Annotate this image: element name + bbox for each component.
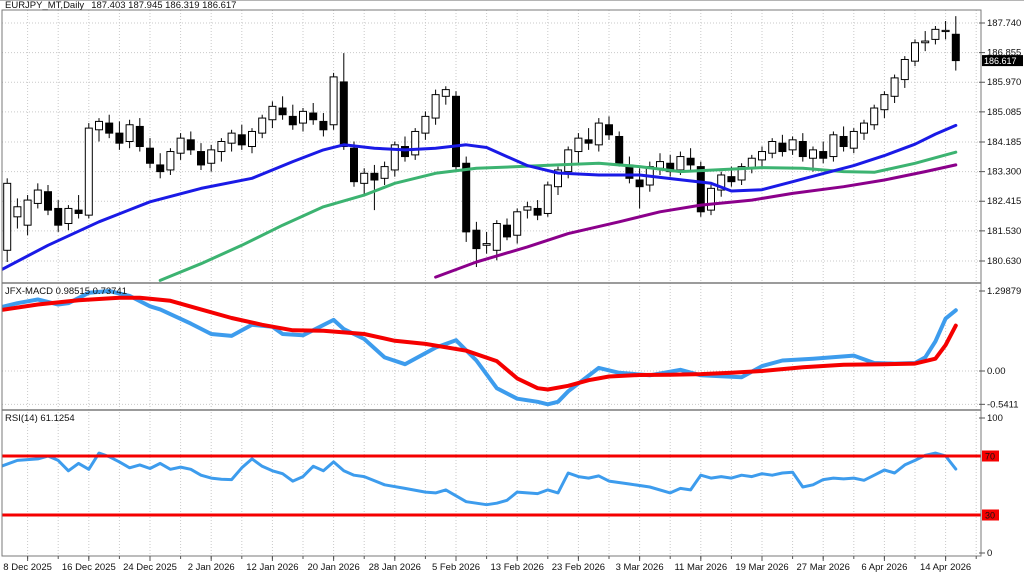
rsi-line xyxy=(2,451,958,507)
rsi-axis-label: 0 xyxy=(987,548,992,559)
time-axis-label: 19 Mar 2026 xyxy=(735,562,788,573)
panel-frame xyxy=(0,0,1024,557)
time-axis-label: 3 Mar 2026 xyxy=(616,562,664,573)
ma-mid-line xyxy=(158,150,958,282)
time-axis-label: 27 Mar 2026 xyxy=(797,562,850,573)
last-price-tag: 186.617 xyxy=(982,55,1023,67)
macd-axis-label: -0.5411 xyxy=(987,399,1019,410)
price-axis-label: 181.530 xyxy=(987,226,1021,237)
time-axis-label: 6 Apr 2026 xyxy=(861,562,907,573)
ma-slow-line xyxy=(434,163,958,279)
price-axis-label: 185.085 xyxy=(987,107,1021,118)
moving-average-lines xyxy=(2,123,958,282)
time-axis-label: 8 Dec 2025 xyxy=(3,562,52,573)
macd-axis-label: 0.00 xyxy=(987,366,1006,377)
price-axis[interactable]: 187.740 186.855 185.970 185.085 184.185 183.3… xyxy=(979,18,1021,559)
macd-panel-series[interactable] xyxy=(0,289,958,407)
time-axis-label: 11 Mar 2026 xyxy=(674,562,727,573)
symbol-period-label: EURJPY_MT,Daily xyxy=(5,0,84,11)
time-axis-label: 12 Jan 2026 xyxy=(246,562,298,573)
ohlc-readout: 187.403 187.945 186.319 186.617 xyxy=(91,0,236,11)
rsi-level-value: 30 xyxy=(985,511,995,521)
ma-fast-line xyxy=(2,123,958,272)
price-axis-label: 186.855 xyxy=(987,48,1021,59)
last-price-value: 186.617 xyxy=(984,56,1017,66)
rsi-axis-label: 100 xyxy=(987,413,1003,424)
price-axis-label: 185.970 xyxy=(987,77,1021,88)
time-axis-label: 13 Feb 2026 xyxy=(491,562,544,573)
price-axis-label: 182.415 xyxy=(987,196,1021,207)
rsi-level-tag-70: 70 xyxy=(982,450,999,462)
time-axis-label: 20 Jan 2026 xyxy=(307,562,359,573)
rsi-level-value: 70 xyxy=(985,452,995,462)
time-axis[interactable]: 8 Dec 2025 16 Dec 2025 24 Dec 2025 2 Jan 20… xyxy=(3,556,977,573)
macd-signal-line xyxy=(2,295,958,392)
chart-title: EURJPY_MT,Daily 187.403 187.945 186.319 1… xyxy=(5,0,236,11)
candlestick-series[interactable] xyxy=(0,16,960,269)
rsi-level-tag-30: 30 xyxy=(982,509,999,521)
time-axis-label: 23 Feb 2026 xyxy=(552,562,605,573)
price-axis-label: 184.185 xyxy=(987,137,1021,148)
rsi-indicator-label: RSI(14) 61.1254 xyxy=(5,413,75,424)
time-axis-label: 16 Dec 2025 xyxy=(62,562,116,573)
macd-axis-label: 1.29879 xyxy=(987,286,1021,297)
time-axis-label: 24 Dec 2025 xyxy=(123,562,177,573)
time-axis-label: 28 Jan 2026 xyxy=(369,562,421,573)
rsi-panel-series[interactable] xyxy=(0,451,981,517)
price-axis-label: 180.630 xyxy=(987,256,1021,267)
price-axis-label: 187.740 xyxy=(987,18,1021,29)
macd-indicator-label: JFX-MACD 0.98515 0.73741 xyxy=(5,286,127,297)
time-axis-label: 2 Jan 2026 xyxy=(188,562,235,573)
time-axis-label: 14 Apr 2026 xyxy=(920,562,971,573)
price-axis-label: 183.300 xyxy=(987,167,1021,178)
time-axis-label: 5 Feb 2026 xyxy=(432,562,480,573)
